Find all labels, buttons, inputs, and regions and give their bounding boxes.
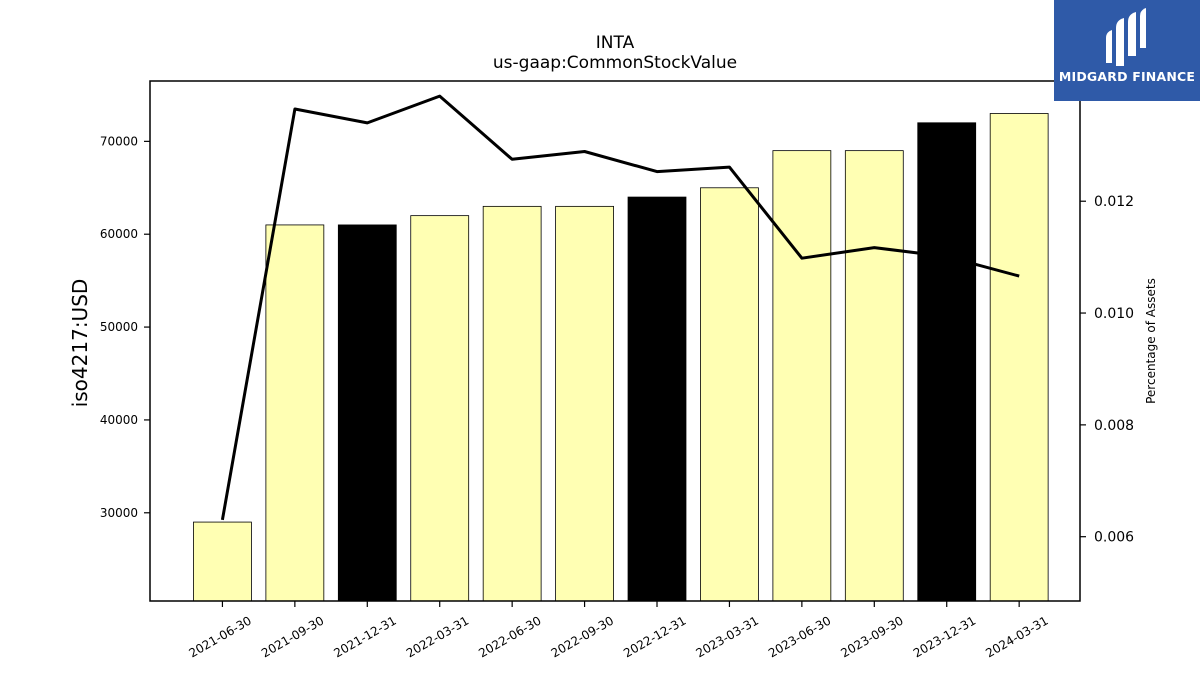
- bar: [482, 205, 542, 602]
- bar: [337, 224, 397, 602]
- chart-subtitle: us-gaap:CommonStockValue: [493, 53, 737, 73]
- plot-frame: [149, 80, 1081, 602]
- y-tick-label: 40000: [100, 413, 138, 427]
- bar: [265, 224, 325, 602]
- bar: [989, 113, 1049, 602]
- y-tick-label: 60000: [100, 227, 138, 241]
- x-tick-label: 2023-12-31: [911, 613, 978, 660]
- y-axis-label: iso4217:USD: [68, 279, 92, 408]
- x-tick-label: 2023-03-31: [694, 613, 761, 660]
- bar: [700, 187, 759, 602]
- bar: [917, 122, 977, 602]
- series-line: [220, 94, 1020, 521]
- midgard-logo: MIDGARD FINANCE: [1054, 0, 1200, 101]
- x-tick-label: 2021-09-30: [259, 613, 326, 660]
- bar: [193, 521, 252, 602]
- x-tick-label: 2021-12-31: [331, 613, 398, 660]
- x-tick-label: 2022-06-30: [476, 613, 543, 660]
- x-tick-label: 2022-09-30: [549, 613, 616, 660]
- y-tick-label: 50000: [100, 320, 138, 334]
- y2-tick-label: 0.008: [1094, 418, 1134, 434]
- x-tick-label: 2022-03-31: [404, 613, 471, 660]
- bar: [555, 205, 614, 602]
- bar: [410, 215, 470, 602]
- y2-axis-label: Percentage of Assets: [1144, 278, 1158, 404]
- bar: [844, 150, 904, 602]
- logo-text: MIDGARD FINANCE: [1058, 69, 1196, 84]
- bar: [627, 196, 687, 602]
- chart-title: INTA: [596, 33, 635, 53]
- midgard-logo-icon: [1106, 8, 1146, 66]
- y2-tick-label: 0.006: [1094, 530, 1134, 546]
- x-tick-label: 2021-06-30: [187, 613, 254, 660]
- bar: [772, 150, 832, 602]
- y-tick-label: 70000: [100, 134, 138, 148]
- y2-tick-label: 0.012: [1094, 194, 1134, 210]
- x-tick-label: 2023-09-30: [838, 613, 905, 660]
- y-tick-label: 30000: [100, 506, 138, 520]
- x-tick-label: 2022-12-31: [621, 613, 688, 660]
- x-tick-label: 2023-06-30: [766, 613, 833, 660]
- x-tick-label: 2024-03-31: [983, 613, 1050, 660]
- y2-tick-label: 0.010: [1094, 306, 1134, 322]
